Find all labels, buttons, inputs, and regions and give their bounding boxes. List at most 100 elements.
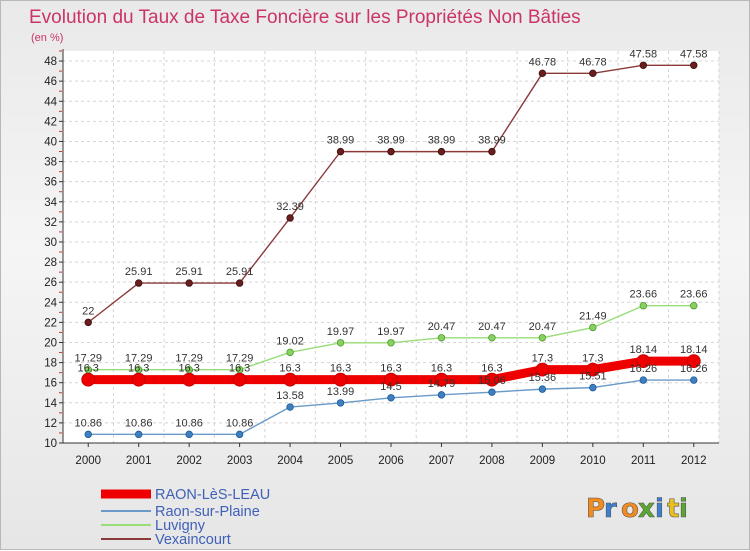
data-point — [434, 372, 449, 387]
y-tick-label: 24 — [44, 297, 57, 309]
data-label: 10.86 — [175, 417, 203, 429]
data-point — [286, 214, 294, 222]
data-label: 17.29 — [125, 353, 153, 365]
data-point — [437, 147, 446, 156]
y-tick-label: 12 — [44, 418, 57, 430]
axis-layer: 10 12 14 16 18 20 22 24 26 28 30 32 34 36 38 40 42 44 46 48… — [44, 49, 719, 467]
data-label: 13.58 — [276, 390, 304, 402]
legend-label: Raon-sur-Plaine — [155, 504, 260, 520]
data-point — [585, 362, 600, 377]
x-tick-label: 2007 — [429, 455, 455, 467]
data-label: 47.58 — [680, 48, 708, 60]
data-label: 21.49 — [579, 311, 607, 323]
data-point — [488, 334, 496, 342]
chart-title: Evolution du Taux de Taxe Foncière sur l… — [29, 7, 581, 28]
data-point — [437, 391, 446, 399]
x-tick-label: 2011 — [631, 455, 656, 467]
data-point — [333, 372, 348, 387]
data-point — [283, 372, 297, 387]
x-tick-label: 2000 — [75, 455, 101, 467]
data-point — [437, 334, 446, 342]
data-label: 13.99 — [327, 386, 355, 398]
data-point — [81, 372, 96, 387]
y-tick-label: 10 — [44, 438, 57, 450]
data-label: 16.3 — [128, 363, 149, 375]
data-label: 32.39 — [276, 201, 304, 213]
data-point — [690, 301, 698, 310]
data-label: 25.91 — [175, 266, 203, 278]
data-label: 17.3 — [582, 353, 603, 365]
y-tick-label: 40 — [44, 136, 57, 148]
data-point — [387, 394, 395, 402]
data-label: 17.29 — [74, 353, 102, 365]
logo-letter: i — [655, 494, 664, 524]
data-point — [639, 61, 648, 69]
data-point — [185, 279, 193, 287]
data-point — [589, 323, 597, 332]
data-label: 16.3 — [279, 363, 300, 375]
data-label: 19.97 — [327, 326, 355, 338]
data-label: 46.78 — [579, 56, 607, 68]
data-label: 25.91 — [226, 266, 254, 278]
data-point — [639, 301, 648, 310]
data-label: 10.86 — [125, 417, 153, 429]
y-tick-label: 38 — [44, 157, 57, 169]
data-point — [589, 69, 597, 78]
data-label: 38.99 — [327, 135, 355, 147]
data-label: 25.91 — [125, 266, 153, 278]
data-label: 23.66 — [630, 289, 658, 301]
data-point — [336, 399, 345, 407]
data-label: 19.02 — [276, 335, 304, 347]
data-point — [535, 362, 550, 377]
data-label: 16.3 — [481, 363, 502, 375]
data-point — [488, 388, 496, 396]
data-label: 20.47 — [428, 321, 456, 333]
data-point — [384, 372, 398, 387]
data-point — [639, 376, 648, 384]
y-tick-label: 32 — [44, 217, 57, 229]
data-label: 10.86 — [74, 417, 102, 429]
y-tick-label: 44 — [44, 96, 57, 108]
data-point — [286, 403, 294, 411]
y-tick-label: 22 — [44, 317, 57, 329]
data-label: 22 — [82, 305, 94, 317]
y-tick-label: 18 — [44, 358, 57, 370]
x-tick-label: 2009 — [530, 455, 556, 467]
data-point — [232, 372, 247, 387]
data-point — [235, 279, 244, 287]
data-label: 16.3 — [330, 363, 351, 375]
data-label: 16.3 — [78, 363, 99, 375]
data-point — [235, 430, 244, 439]
data-label: 10.86 — [226, 417, 254, 429]
data-label: 20.47 — [478, 321, 506, 333]
data-point — [84, 318, 92, 327]
x-tick-label: 2006 — [378, 455, 404, 467]
data-label: 15.51 — [579, 371, 607, 383]
data-point — [488, 147, 496, 156]
legend: RAON-LèS-LEAURaon-sur-PlaineLuvignyVexai… — [101, 487, 270, 548]
data-label: 38.99 — [428, 135, 456, 147]
data-label: 14.5 — [380, 381, 401, 393]
data-point — [589, 383, 597, 392]
proxiti-logo: Pr o x i t i — [586, 494, 689, 525]
x-tick-label: 2008 — [479, 455, 505, 467]
y-tick-label: 42 — [44, 116, 57, 128]
data-label: 17.29 — [226, 353, 254, 365]
data-point — [134, 279, 143, 287]
data-point — [690, 61, 698, 69]
data-point — [387, 147, 395, 156]
x-tick-label: 2010 — [580, 455, 606, 467]
data-point — [485, 372, 499, 387]
data-point — [134, 430, 143, 439]
legend-label: RAON-LèS-LEAU — [155, 487, 270, 503]
data-label: 16.3 — [431, 363, 452, 375]
data-label: 18.14 — [680, 344, 708, 356]
logo-letter: r — [604, 494, 617, 524]
data-label: 15.36 — [529, 372, 557, 384]
data-point — [131, 372, 146, 387]
data-label: 46.78 — [529, 56, 557, 68]
data-label: 15.06 — [478, 375, 506, 387]
data-point — [538, 334, 547, 342]
